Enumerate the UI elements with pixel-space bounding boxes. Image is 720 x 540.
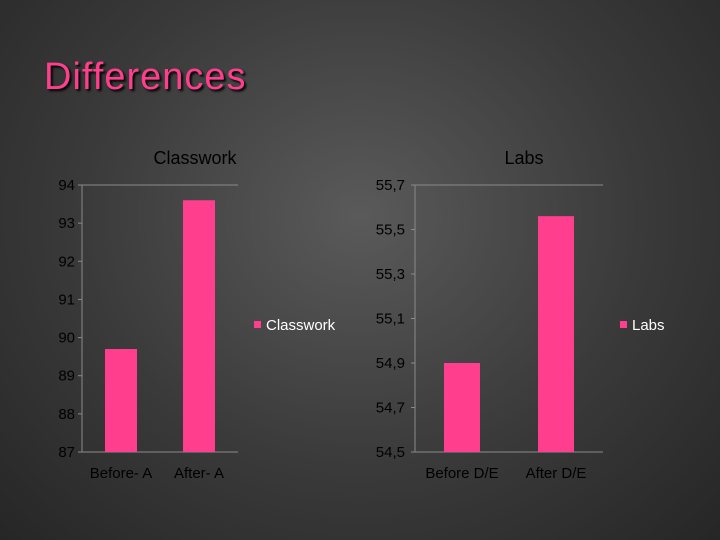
classwork-legend-label: Classwork xyxy=(266,317,336,334)
labs-y-tick-label: 54,7 xyxy=(376,400,405,417)
classwork-y-tick-label: 87 xyxy=(58,444,75,461)
classwork-chart-title: Classwork xyxy=(153,148,237,168)
labs-bar-1[interactable] xyxy=(444,363,480,452)
labs-y-tick-label: 54,9 xyxy=(376,355,405,372)
labs-y-tick-label: 55,1 xyxy=(376,311,405,328)
classwork-y-tick-label: 89 xyxy=(58,368,75,385)
classwork-y-tick-label: 91 xyxy=(58,291,75,308)
classwork-y-tick-label: 94 xyxy=(58,177,75,194)
labs-y-tick-label: 55,5 xyxy=(376,222,405,239)
labs-y-tick-label: 55,3 xyxy=(376,266,405,283)
classwork-y-tick-label: 88 xyxy=(58,406,75,423)
classwork-bar-1[interactable] xyxy=(105,349,137,452)
classwork-y-tick-label: 92 xyxy=(58,253,75,270)
labs-y-tick-label: 54,5 xyxy=(376,444,405,461)
classwork-category-label: Before- A xyxy=(90,465,153,482)
labs-category-label: After D/E xyxy=(526,465,587,482)
classwork-category-label: After- A xyxy=(174,465,224,482)
slide-title: Differences xyxy=(44,56,247,98)
labs-legend-swatch xyxy=(620,321,627,328)
classwork-y-tick-label: 93 xyxy=(58,215,75,232)
classwork-legend-swatch xyxy=(254,321,261,328)
labs-chart-title: Labs xyxy=(504,148,543,168)
classwork-y-tick-label: 90 xyxy=(58,330,75,347)
labs-category-label: Before D/E xyxy=(425,465,498,482)
labs-y-tick-label: 55,7 xyxy=(376,177,405,194)
classwork-bar-2[interactable] xyxy=(183,200,215,452)
labs-bar-2[interactable] xyxy=(538,216,574,452)
labs-legend-label: Labs xyxy=(632,317,665,334)
